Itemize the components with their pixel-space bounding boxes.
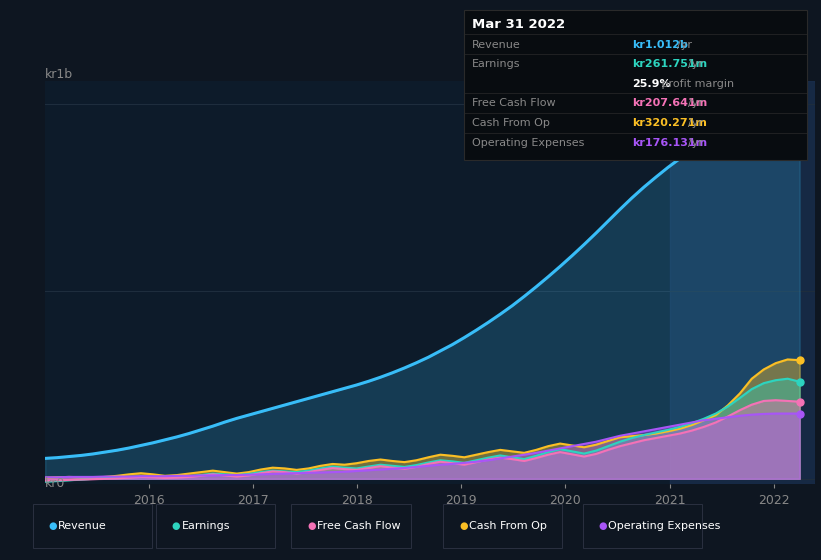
Text: Free Cash Flow: Free Cash Flow (317, 521, 401, 531)
Text: Earnings: Earnings (472, 59, 521, 69)
Text: Revenue: Revenue (472, 40, 521, 49)
Text: Earnings: Earnings (181, 521, 230, 531)
Text: ●: ● (459, 521, 467, 531)
Text: kr207.641m: kr207.641m (632, 99, 708, 109)
Text: /yr: /yr (688, 138, 703, 148)
Text: Operating Expenses: Operating Expenses (608, 521, 721, 531)
Text: Cash From Op: Cash From Op (469, 521, 547, 531)
Text: ●: ● (172, 521, 180, 531)
Text: kr1b: kr1b (45, 68, 73, 81)
Text: /yr: /yr (688, 118, 703, 128)
Text: ●: ● (307, 521, 315, 531)
Text: kr0: kr0 (45, 477, 66, 490)
Text: Revenue: Revenue (58, 521, 107, 531)
Text: kr1.012b: kr1.012b (632, 40, 688, 49)
Text: 25.9%: 25.9% (632, 79, 671, 88)
Text: Mar 31 2022: Mar 31 2022 (472, 18, 565, 31)
Text: Free Cash Flow: Free Cash Flow (472, 99, 556, 109)
Text: ●: ● (48, 521, 57, 531)
Bar (670, 81, 815, 484)
Text: kr176.131m: kr176.131m (632, 138, 708, 148)
Text: Operating Expenses: Operating Expenses (472, 138, 585, 148)
Text: /yr: /yr (688, 59, 703, 69)
Text: Cash From Op: Cash From Op (472, 118, 550, 128)
Text: ●: ● (599, 521, 607, 531)
Text: profit margin: profit margin (658, 79, 735, 88)
Text: /yr: /yr (688, 99, 703, 109)
Text: /yr: /yr (677, 40, 692, 49)
Text: kr261.751m: kr261.751m (632, 59, 708, 69)
Text: kr320.271m: kr320.271m (632, 118, 707, 128)
